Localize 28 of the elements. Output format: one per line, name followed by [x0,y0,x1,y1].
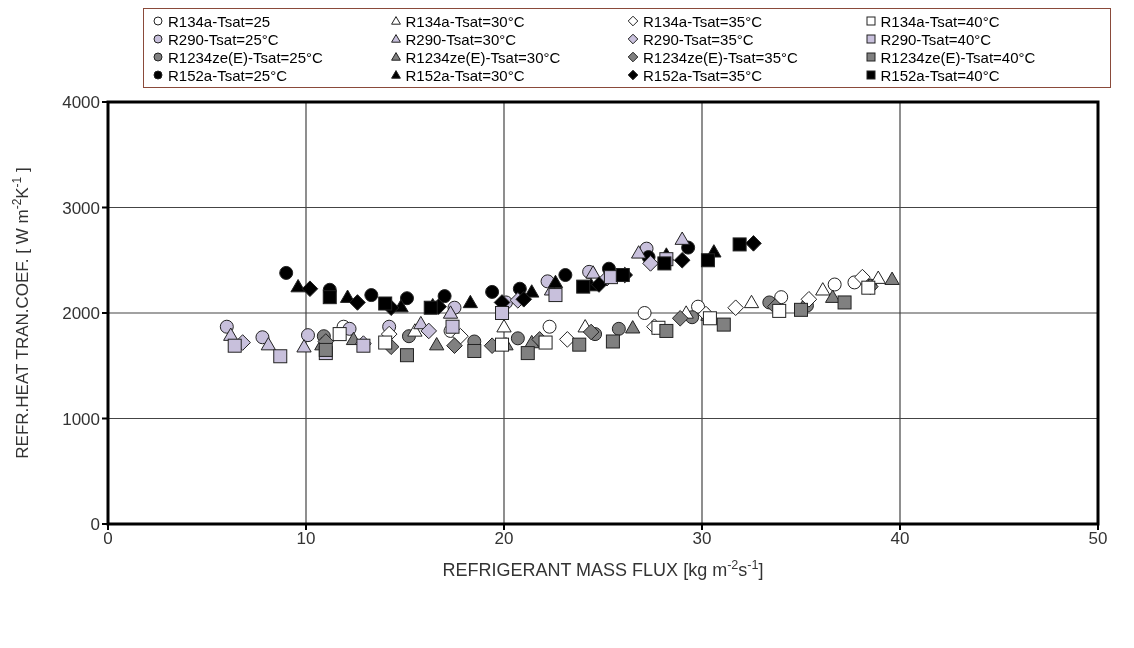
x-tick-label: 20 [494,529,514,549]
legend-label: R290-Tsat=35°C [643,30,754,48]
y-tick-label: 3000 [62,198,100,218]
y-tick-label: 2000 [62,304,100,324]
y-tick-label: 1000 [62,409,100,429]
legend-label: R1234ze(E)-Tsat=25°C [168,48,323,66]
legend-label: R1234ze(E)-Tsat=40°C [880,48,1036,66]
x-tick-label: 0 [103,529,113,549]
legend-label: R134a-Tsat=25 [168,12,271,30]
legend-label: R290-Tsat=30°C [405,30,517,48]
legend-label: R1234ze(E)-Tsat=30°C [405,48,561,66]
y-tick-label: 0 [90,515,100,535]
legend-label: R1234ze(E)-Tsat=35°C [643,48,798,66]
legend-label: R134a-Tsat=30°C [405,12,525,30]
legend-label: R134a-Tsat=40°C [880,12,1000,30]
legend-label: R134a-Tsat=35°C [643,12,762,30]
x-tick-label: 10 [296,529,316,549]
x-axis-title: REFRIGERANT MASS FLUX [kg m$^{-2}$s$^{-1}$] [442,558,764,580]
legend-label: R152a-Tsat=35°C [643,66,762,84]
legend-label: R152a-Tsat=30°C [405,66,525,84]
x-tick-label: 50 [1088,529,1108,549]
y-tick-label: 4000 [62,93,100,113]
legend-label: R152a-Tsat=40°C [880,66,1000,84]
legend-label: R290-Tsat=25°C [168,30,279,48]
x-tick-label: 40 [890,529,910,549]
legend-label: R290-Tsat=40°C [880,30,992,48]
legend-label: R152a-Tsat=25°C [168,66,287,84]
x-tick-label: 30 [692,529,712,549]
